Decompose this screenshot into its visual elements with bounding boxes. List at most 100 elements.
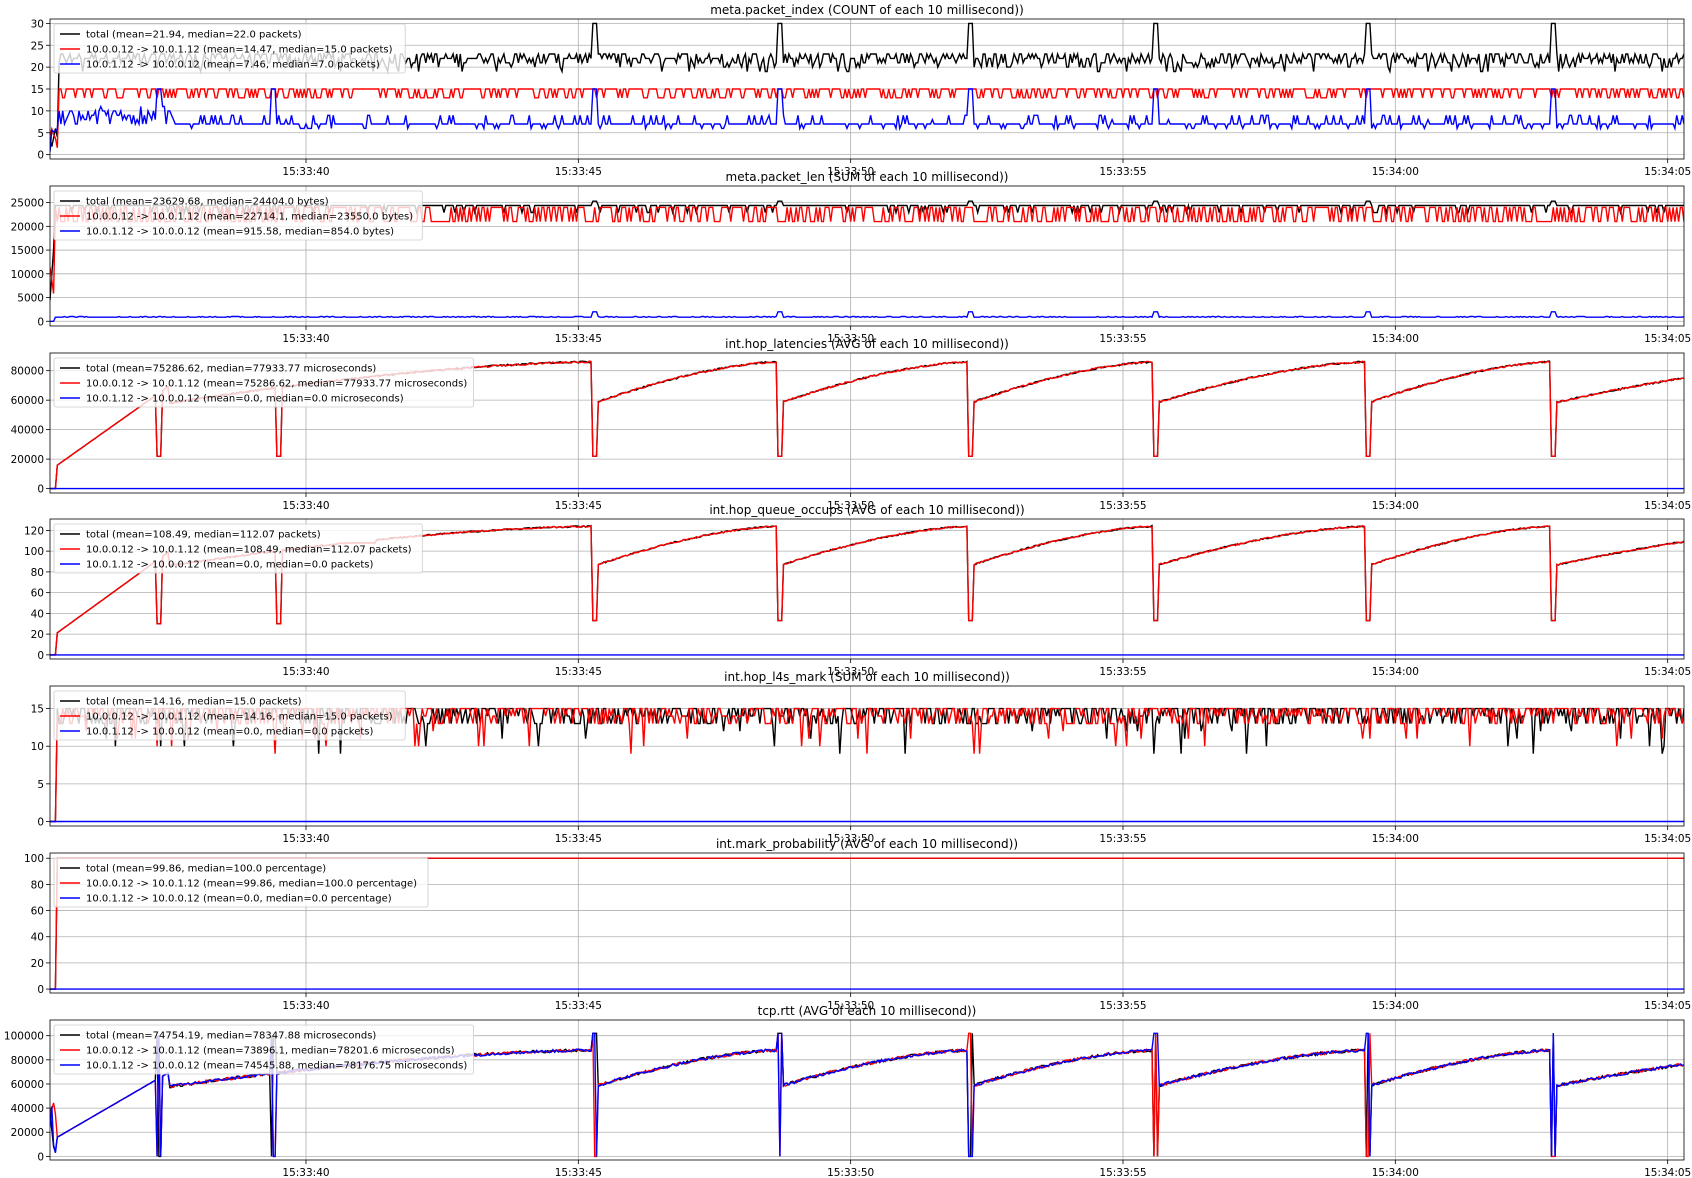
- legend-box: [53, 857, 429, 908]
- series-line-reverse: [50, 311, 1684, 322]
- y-tick-label: 0: [37, 316, 44, 328]
- y-tick-label: 15: [31, 704, 44, 716]
- x-tick-label: 15:34:05: [1644, 833, 1691, 845]
- series-line-reverse: [50, 88, 1684, 152]
- x-tick-label: 15:33:55: [1099, 1000, 1146, 1012]
- x-tick-label: 15:34:00: [1372, 1167, 1419, 1178]
- y-tick-label: 5: [37, 779, 44, 791]
- y-tick-label: 60000: [11, 1079, 44, 1091]
- legend-entry: 10.0.1.12 -> 10.0.0.12 (mean=0.0, median…: [86, 560, 373, 571]
- legend-box: [53, 357, 475, 408]
- x-tick-label: 15:33:45: [555, 666, 602, 678]
- x-tick-label: 15:33:55: [1099, 500, 1146, 512]
- y-tick-label: 100: [24, 546, 44, 558]
- y-tick-label: 10000: [11, 269, 44, 281]
- x-tick-label: 15:34:05: [1644, 166, 1691, 178]
- legend-entry: 10.0.0.12 -> 10.0.1.12 (mean=22714.1, me…: [86, 212, 413, 223]
- x-tick-label: 15:33:55: [1099, 166, 1146, 178]
- y-tick-label: 60: [31, 906, 44, 918]
- x-tick-label: 15:33:40: [282, 666, 329, 678]
- x-tick-label: 15:33:55: [1099, 1167, 1146, 1178]
- panel-4: int.hop_queue_occups (AVG of each 10 mil…: [24, 503, 1691, 678]
- x-tick-label: 15:33:50: [827, 1000, 874, 1012]
- series-line-forward: [50, 88, 1684, 148]
- legend-entry: 10.0.0.12 -> 10.0.1.12 (mean=73896.1, me…: [86, 1046, 455, 1057]
- panel-title: tcp.rtt (AVG of each 10 millisecond)): [758, 1004, 977, 1018]
- legend-entry: 10.0.1.12 -> 10.0.0.12 (mean=74545.88, m…: [86, 1061, 467, 1072]
- x-tick-label: 15:33:45: [555, 1000, 602, 1012]
- x-tick-label: 15:33:55: [1099, 666, 1146, 678]
- y-tick-label: 20000: [11, 454, 44, 466]
- y-tick-label: 40000: [11, 425, 44, 437]
- y-tick-label: 60: [31, 588, 44, 600]
- y-tick-label: 15: [31, 84, 44, 96]
- panel-7: tcp.rtt (AVG of each 10 millisecond)) 15:…: [4, 1004, 1691, 1178]
- x-tick-label: 15:34:05: [1644, 1000, 1691, 1012]
- y-tick-label: 20000: [11, 221, 44, 233]
- y-tick-label: 40: [31, 608, 44, 620]
- x-tick-label: 15:34:00: [1372, 666, 1419, 678]
- y-tick-label: 100: [24, 853, 44, 865]
- x-tick-label: 15:33:50: [827, 333, 874, 345]
- legend-entry: total (mean=75286.62, median=77933.77 mi…: [86, 364, 376, 375]
- x-tick-label: 15:33:40: [282, 1167, 329, 1178]
- x-tick-label: 15:33:50: [827, 833, 874, 845]
- y-tick-label: 20: [31, 958, 44, 970]
- x-tick-label: 15:33:55: [1099, 833, 1146, 845]
- y-tick-label: 0: [37, 984, 44, 996]
- x-tick-label: 15:33:50: [827, 1167, 874, 1178]
- y-tick-label: 10: [31, 741, 44, 753]
- panel-title: int.hop_latencies (AVG of each 10 millis…: [725, 337, 1009, 351]
- axes-frame: [49, 685, 1685, 827]
- legend-entry: total (mean=14.16, median=15.0 packets): [86, 697, 302, 708]
- legend-entry: 10.0.0.12 -> 10.0.1.12 (mean=99.86, medi…: [86, 879, 417, 890]
- panel-5: int.hop_l4s_mark (SUM of each 10 millise…: [31, 670, 1692, 845]
- legend-entry: 10.0.0.12 -> 10.0.1.12 (mean=14.47, medi…: [86, 45, 393, 56]
- x-tick-label: 15:33:45: [555, 1167, 602, 1178]
- y-tick-label: 5: [37, 128, 44, 140]
- panel-title: meta.packet_index (COUNT of each 10 mill…: [710, 3, 1024, 17]
- legend-entry: total (mean=23629.68, median=24404.0 byt…: [86, 197, 329, 208]
- x-tick-label: 15:33:40: [282, 1000, 329, 1012]
- y-tick-label: 40: [31, 932, 44, 944]
- x-tick-label: 15:34:00: [1372, 1000, 1419, 1012]
- axes-frame: [49, 185, 1685, 327]
- panel-1: meta.packet_index (COUNT of each 10 mill…: [31, 3, 1692, 178]
- legend-entry: 10.0.1.12 -> 10.0.0.12 (mean=0.0, median…: [86, 894, 392, 905]
- y-tick-label: 15000: [11, 245, 44, 257]
- x-tick-label: 15:33:45: [555, 166, 602, 178]
- panel-3: int.hop_latencies (AVG of each 10 millis…: [11, 337, 1692, 512]
- y-tick-label: 25000: [11, 198, 44, 210]
- y-tick-label: 30: [31, 18, 44, 30]
- y-tick-label: 0: [37, 816, 44, 828]
- panel-title: int.mark_probability (AVG of each 10 mil…: [716, 837, 1018, 851]
- axes-frame: [49, 18, 1685, 160]
- y-tick-label: 40000: [11, 1103, 44, 1115]
- x-tick-label: 15:34:05: [1644, 333, 1691, 345]
- y-tick-label: 20: [31, 62, 44, 74]
- y-tick-label: 5000: [17, 293, 44, 305]
- legend-entry: total (mean=108.49, median=112.07 packet…: [86, 530, 321, 541]
- x-tick-label: 15:33:40: [282, 166, 329, 178]
- panel-title: int.hop_l4s_mark (SUM of each 10 millise…: [724, 670, 1010, 684]
- x-tick-label: 15:33:50: [827, 500, 874, 512]
- y-tick-label: 20000: [11, 1127, 44, 1139]
- x-tick-label: 15:34:05: [1644, 1167, 1691, 1178]
- x-tick-label: 15:33:45: [555, 500, 602, 512]
- legend-entry: total (mean=74754.19, median=78347.88 mi…: [86, 1031, 376, 1042]
- legend-entry: 10.0.1.12 -> 10.0.0.12 (mean=0.0, median…: [86, 727, 373, 738]
- y-tick-label: 100000: [4, 1031, 44, 1043]
- x-tick-label: 15:34:00: [1372, 333, 1419, 345]
- x-tick-label: 15:34:00: [1372, 833, 1419, 845]
- panel-6: int.mark_probability (AVG of each 10 mil…: [24, 837, 1691, 1012]
- legend-entry: 10.0.1.12 -> 10.0.0.12 (mean=7.46, media…: [86, 60, 380, 71]
- legend-box: [53, 23, 406, 74]
- x-tick-label: 15:34:05: [1644, 666, 1691, 678]
- legend-box: [53, 690, 406, 741]
- axes-frame: [49, 518, 1685, 660]
- y-tick-label: 80000: [11, 1055, 44, 1067]
- y-tick-label: 80: [31, 567, 44, 579]
- legend-entry: total (mean=99.86, median=100.0 percenta…: [86, 864, 326, 875]
- legend-entry: 10.0.1.12 -> 10.0.0.12 (mean=0.0, median…: [86, 394, 404, 405]
